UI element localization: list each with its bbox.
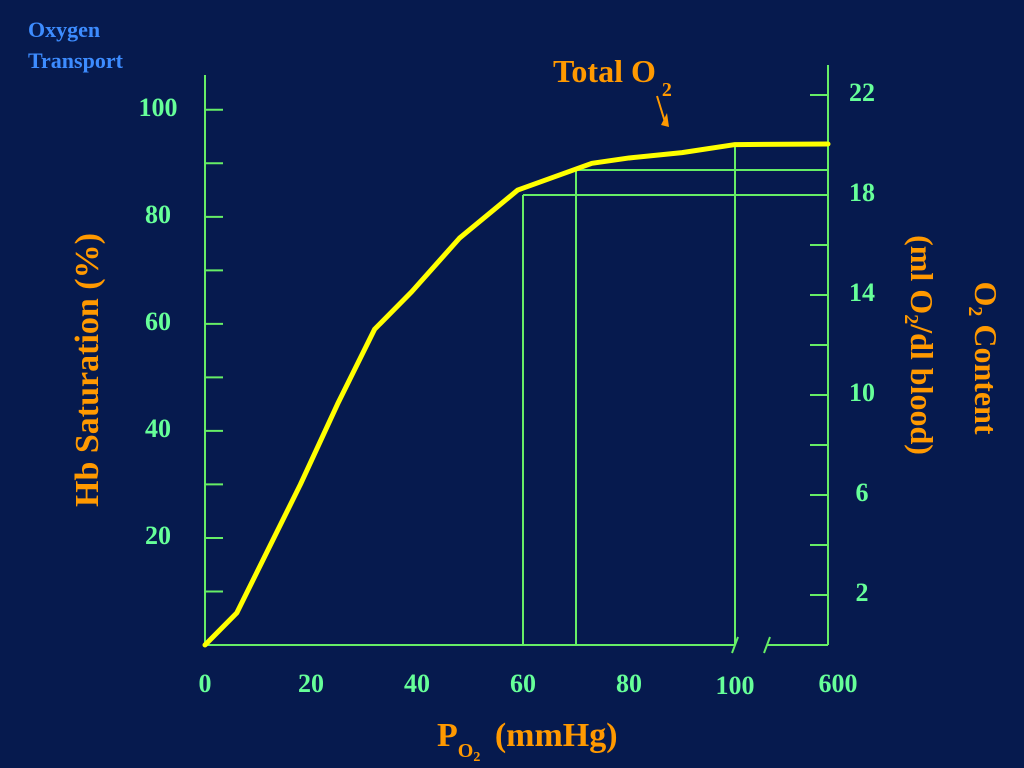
corner-title: Oxygen <box>28 17 100 42</box>
y-tick-label: 100 <box>139 93 178 122</box>
annotation-text: Total O <box>553 53 656 89</box>
label-part: O <box>968 281 1004 306</box>
label-part: Content <box>968 316 1004 435</box>
annotation-arrow <box>656 95 666 123</box>
label-sub: O <box>458 740 474 762</box>
x-tick-label: 20 <box>298 669 324 698</box>
y2-axis-label: O2 Content <box>964 281 1003 434</box>
label-part: (mmHg) <box>486 717 617 754</box>
x-tick-label: 0 <box>199 669 212 698</box>
x-tick-label: 60 <box>510 669 536 698</box>
y2-tick-label: 22 <box>849 78 875 107</box>
x-axis-label: PO2 (mmHg) <box>437 717 618 765</box>
x-tick-label: 600 <box>819 669 858 698</box>
corner-title: Transport <box>28 48 124 73</box>
arrow-head <box>661 113 669 127</box>
label-part: P <box>437 717 458 754</box>
y2-tick-label: 10 <box>849 378 875 407</box>
curve <box>202 141 831 648</box>
x-tick-label: 80 <box>616 669 642 698</box>
axis-break <box>763 636 771 654</box>
label-part: (ml O <box>904 235 940 314</box>
y-axis-label: Hb Saturation (%) <box>69 233 106 507</box>
y2-tick-label: 6 <box>856 478 869 507</box>
label-sub: 2 <box>473 750 480 765</box>
x-tick-label: 40 <box>404 669 430 698</box>
x-tick-label: 100 <box>716 671 755 700</box>
y2-tick-label: 14 <box>849 278 875 307</box>
label-sub: 2 <box>964 306 986 316</box>
y2-tick-label: 18 <box>849 178 875 207</box>
y-tick-label: 60 <box>145 307 171 336</box>
y2-axis-label: (ml O2/dl blood) <box>900 235 939 455</box>
annotation-sub: 2 <box>662 79 672 101</box>
annotation: Total O 2 <box>553 53 672 100</box>
y-tick-label: 40 <box>145 414 171 443</box>
label-sub: 2 <box>900 314 922 324</box>
y-tick-label: 20 <box>145 521 171 550</box>
y-tick-label: 80 <box>145 200 171 229</box>
y2-tick-label: 2 <box>856 578 869 607</box>
label-part: /dl blood) <box>904 323 940 455</box>
